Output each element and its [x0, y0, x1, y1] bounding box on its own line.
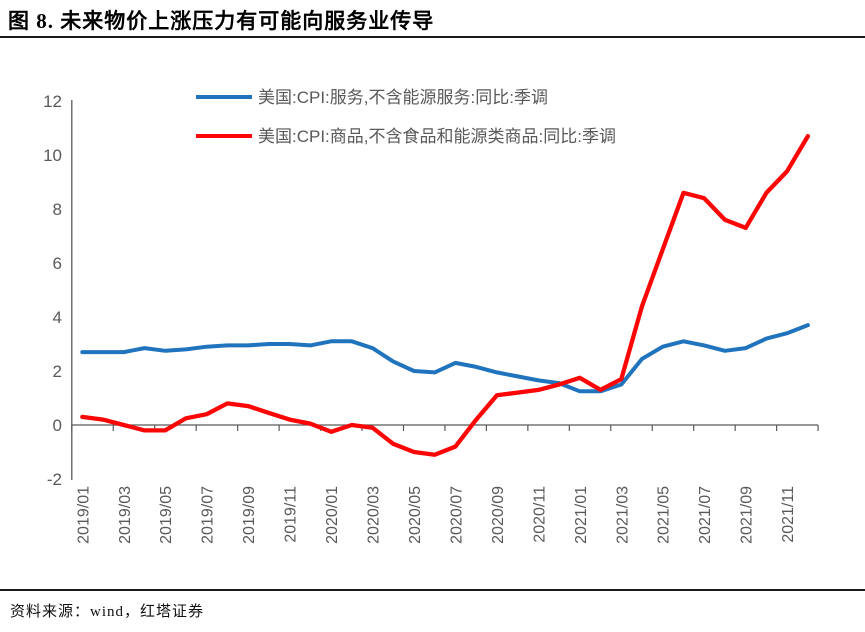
y-axis-label: -2: [47, 470, 62, 489]
x-axis-label: 2021/07: [697, 486, 714, 544]
title-divider: [0, 36, 865, 38]
x-axis-label: 2021/09: [739, 486, 756, 544]
x-axis-label: 2019/01: [75, 486, 92, 544]
y-axis-label: 8: [53, 200, 62, 219]
legend-label-services: 美国:CPI:服务,不含能源服务:同比:季调: [258, 88, 548, 107]
y-axis-label: 6: [53, 254, 62, 273]
x-axis-label: 2019/09: [241, 486, 258, 544]
services-cpi-line: [80, 323, 810, 394]
x-axis-label: 2020/03: [366, 486, 383, 544]
goods-cpi-line: [80, 133, 811, 457]
y-axis-label: 2: [53, 362, 62, 381]
x-axis-label: 2019/03: [117, 486, 134, 544]
x-axis-label: 2019/05: [158, 486, 175, 544]
x-axis-label: 2020/07: [448, 486, 465, 544]
x-axis-label: 2020/11: [531, 486, 548, 543]
y-axis-label: 4: [53, 308, 62, 327]
legend-label-goods: 美国:CPI:商品,不含食品和能源类商品:同比:季调: [258, 127, 616, 146]
figure-title: 图 8. 未来物价上涨压力有可能向服务业传导: [8, 9, 435, 33]
x-axis-label: 2019/07: [200, 486, 217, 544]
x-axis-label: 2020/05: [407, 486, 424, 544]
y-axis-label: 12: [43, 92, 62, 111]
y-axis-label: 10: [43, 146, 62, 165]
footer-divider: [0, 589, 865, 591]
y-axis-label: 0: [53, 416, 62, 435]
x-axis-label: 2019/11: [283, 486, 300, 543]
x-axis-label: 2021/01: [573, 486, 590, 544]
x-axis-label: 2021/11: [780, 486, 797, 543]
x-axis-label: 2021/05: [656, 486, 673, 544]
x-axis-label: 2021/03: [614, 486, 631, 544]
x-axis-label: 2020/01: [324, 486, 341, 544]
x-axis-label: 2020/09: [490, 486, 507, 544]
source-note: 资料来源：wind，红塔证券: [10, 604, 205, 620]
